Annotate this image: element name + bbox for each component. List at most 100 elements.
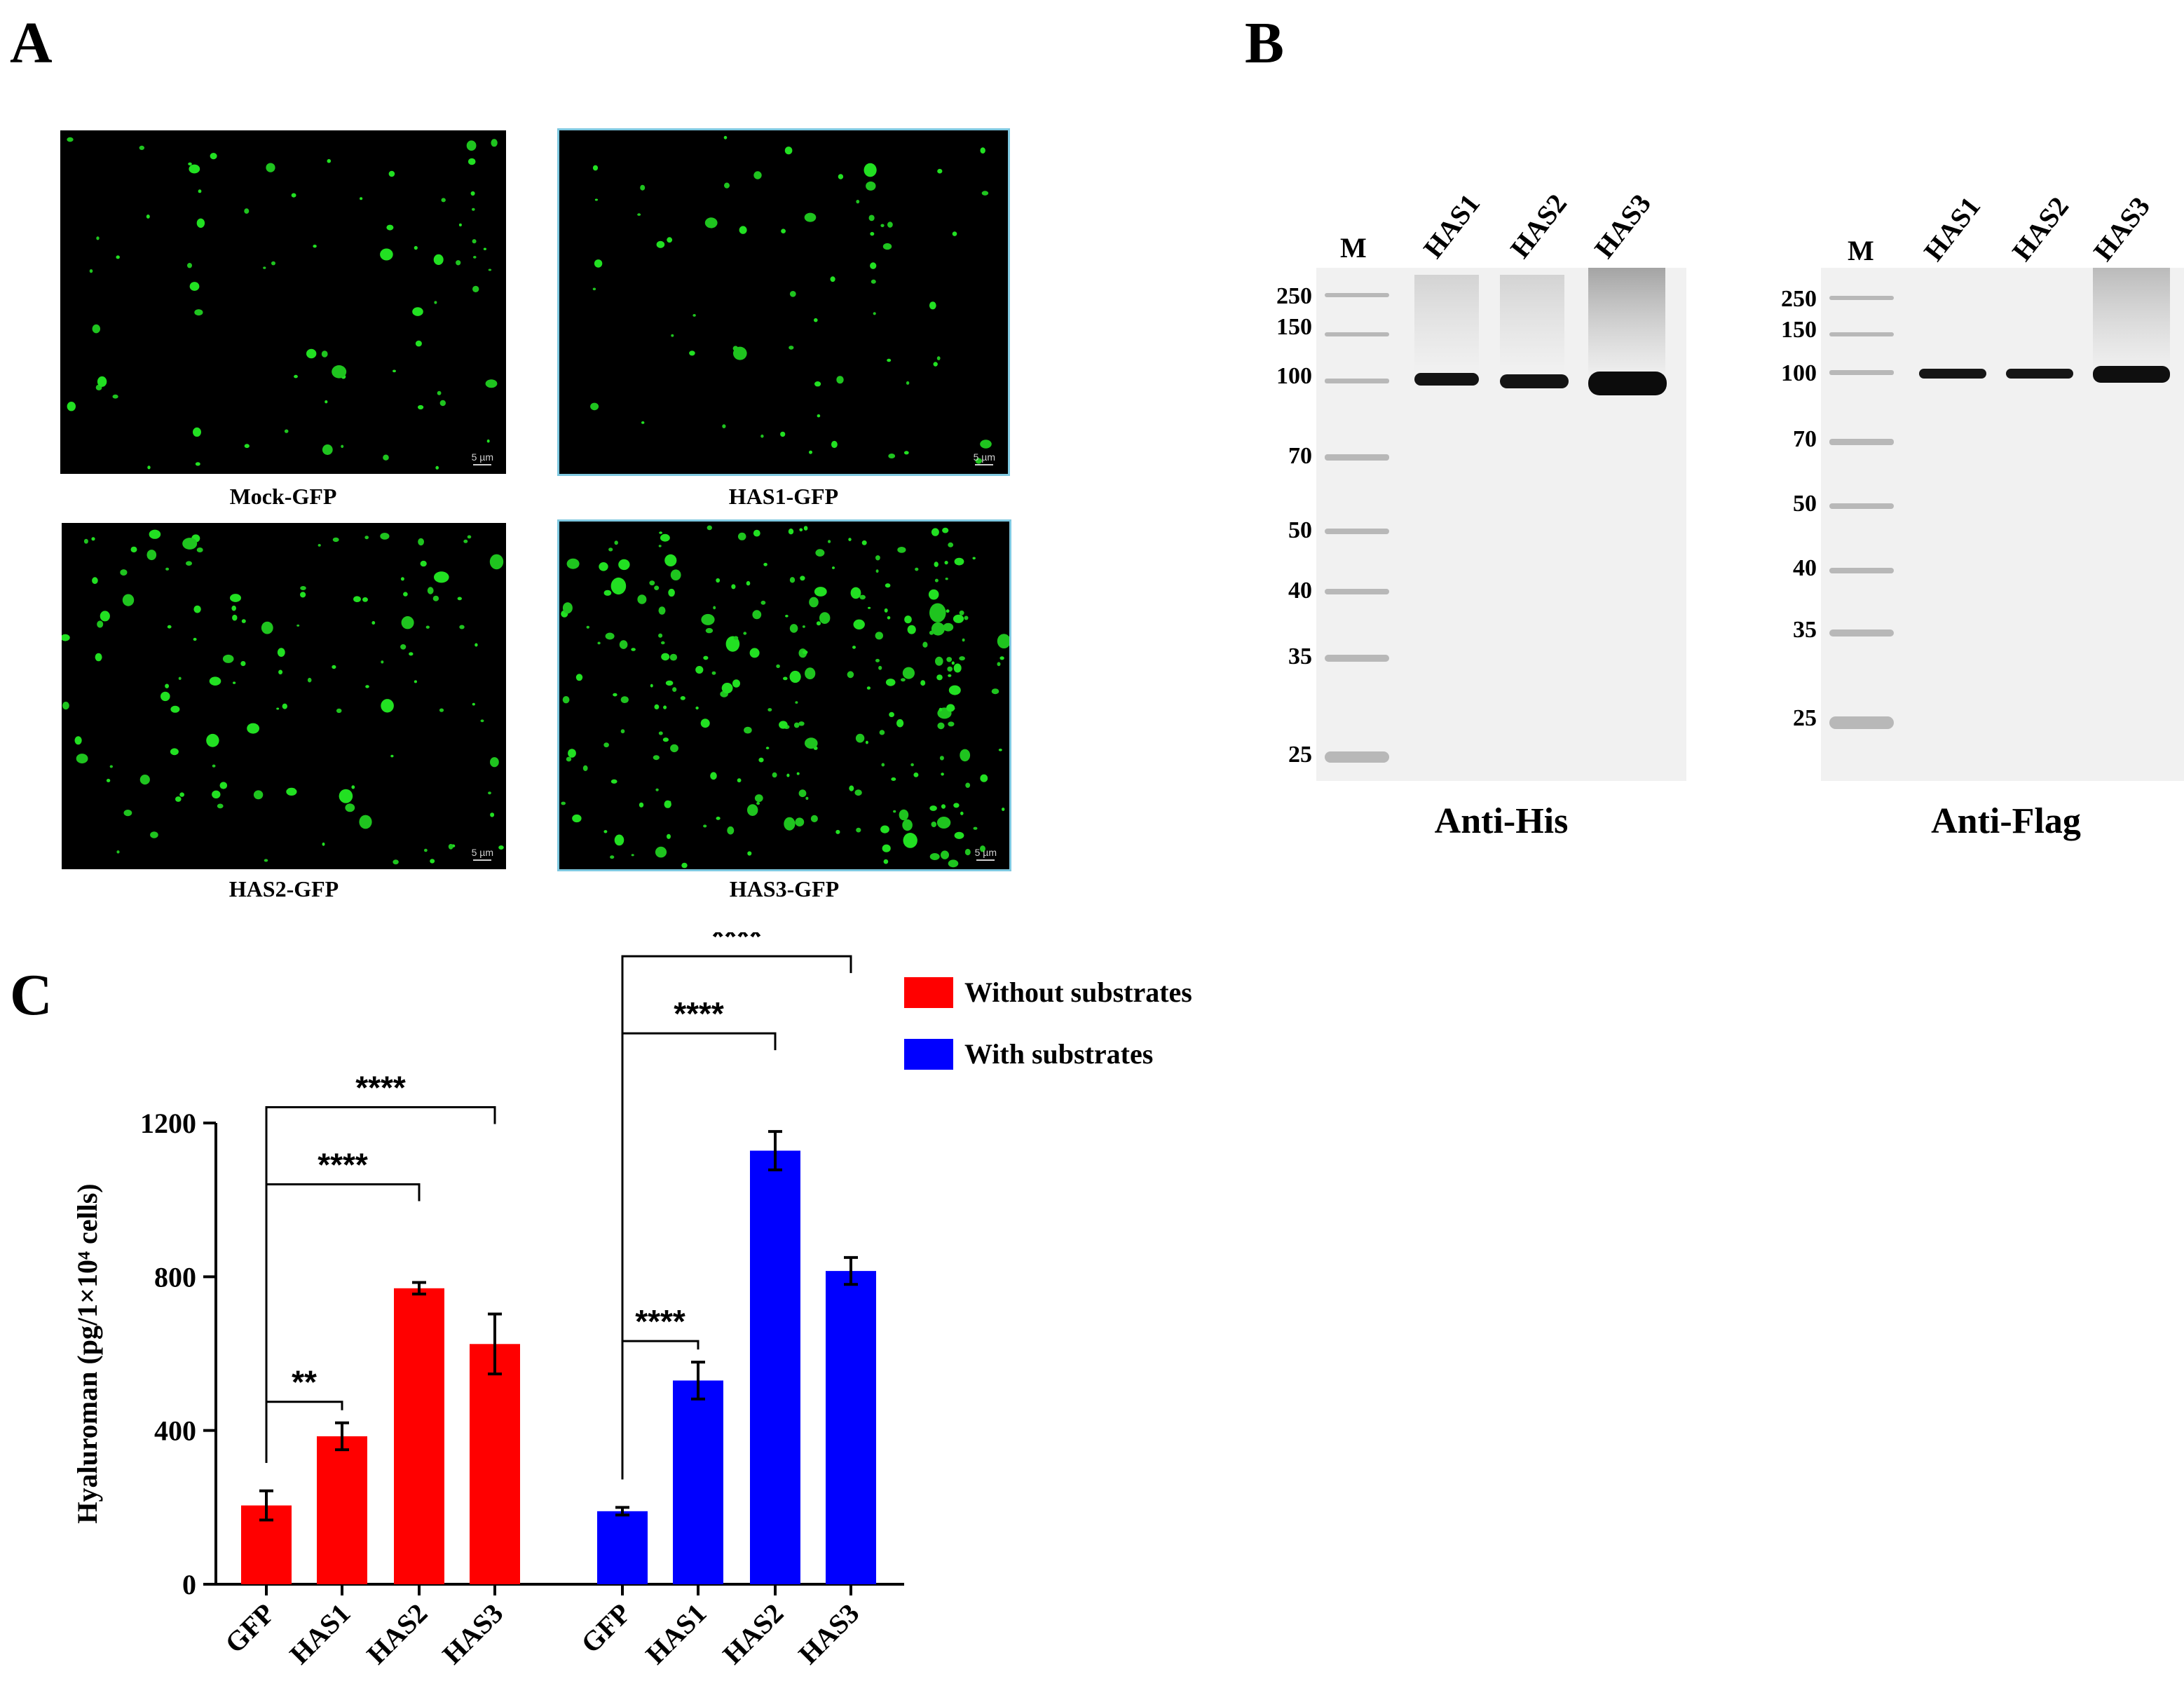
gfp-cell: [959, 656, 965, 661]
gfp-cell: [566, 558, 580, 569]
band-has2: [2006, 369, 2073, 379]
y-tick-label: 800: [154, 1261, 196, 1293]
gfp-cell: [859, 594, 866, 600]
gfp-cell: [828, 540, 831, 543]
gfp-cell: [929, 301, 936, 310]
gfp-cell: [434, 571, 449, 583]
gfp-cell: [665, 680, 674, 686]
gfp-cell: [783, 676, 788, 681]
gfp-cell: [109, 765, 113, 768]
gfp-cell: [789, 670, 801, 683]
gfp-cell: [906, 381, 910, 385]
gfp-cell: [424, 848, 428, 852]
gfp-cell: [62, 702, 69, 710]
gfp-cell: [725, 636, 740, 652]
gfp-cell: [332, 365, 347, 379]
gfp-cell: [182, 538, 198, 550]
micrograph-has2-gfp: 5 µm: [62, 523, 506, 869]
mw-marker-150: 150: [1276, 314, 1312, 340]
significance-label: ****: [355, 1070, 406, 1106]
gfp-cell: [654, 585, 660, 590]
gfp-cell: [810, 815, 818, 822]
gfp-cell: [393, 859, 399, 865]
gfp-cell: [752, 610, 762, 620]
gfp-cell: [933, 362, 938, 367]
gfp-cell: [658, 633, 663, 638]
gfp-cell: [196, 218, 205, 228]
gfp-cell: [639, 802, 644, 808]
gfp-cell: [458, 223, 462, 226]
gfp-cell: [276, 707, 280, 710]
gfp-cell: [353, 596, 361, 602]
legend-with-substrates: With substrates: [904, 1037, 1153, 1070]
gfp-cell: [620, 729, 625, 734]
gfp-cell: [960, 749, 971, 762]
gfp-cell: [733, 636, 739, 640]
gfp-cell: [658, 606, 666, 615]
gfp-cell: [964, 615, 969, 620]
gfp-cell: [814, 381, 821, 387]
gfp-cell: [727, 826, 735, 835]
gfp-cell: [943, 622, 954, 632]
gfp-cell: [668, 801, 671, 803]
gfp-cell: [663, 705, 667, 709]
gfp-cell: [188, 162, 192, 165]
mw-marker-250: 250: [1781, 286, 1817, 312]
gfp-cell: [193, 427, 201, 437]
gfp-cell: [96, 236, 100, 240]
gfp-cell: [165, 683, 170, 688]
gfp-cell: [711, 671, 716, 675]
gfp-cell: [95, 653, 102, 662]
gfp-cell: [913, 772, 919, 777]
gfp-cell: [965, 782, 971, 788]
gfp-cell: [420, 560, 427, 567]
gfp-cell: [980, 774, 988, 782]
gfp-cell: [737, 532, 746, 540]
gfp-cell: [887, 222, 893, 228]
gfp-cell: [910, 763, 914, 767]
gfp-cell: [789, 577, 796, 583]
western-blot-anti-flag: [1821, 268, 2184, 781]
gfp-cell: [724, 182, 730, 189]
gfp-cell: [805, 737, 818, 749]
gfp-cell: [716, 817, 721, 820]
gfp-cell: [929, 630, 934, 635]
gfp-cell: [100, 611, 110, 622]
gfp-cell: [998, 749, 1002, 751]
gfp-cell: [197, 428, 200, 431]
gfp-cell: [960, 811, 964, 815]
gfp-cell: [112, 394, 118, 399]
gfp-cell: [948, 542, 954, 547]
gfp-cell: [147, 465, 151, 470]
gfp-cell: [193, 605, 201, 613]
gfp-cell: [817, 414, 821, 418]
gfp-cell: [847, 671, 854, 679]
x-tick-label: GFP: [219, 1598, 280, 1659]
gfp-cell: [649, 580, 655, 586]
gfp-cell: [760, 600, 766, 605]
gfp-cell: [721, 683, 733, 694]
gfp-cell: [122, 594, 135, 606]
gfp-cell: [744, 726, 752, 734]
gfp-cell: [941, 772, 944, 776]
gfp-cell: [490, 812, 495, 817]
mw-marker-40: 40: [1288, 578, 1312, 604]
x-tick-label: HAS1: [283, 1598, 356, 1670]
gfp-cell: [878, 665, 882, 670]
gfp-cell: [670, 744, 678, 753]
hyaluronan-bar-chart: 0 400 800 1200 Hyaluroman (pg/1×10⁴ cells) GF…: [71, 932, 904, 1670]
mw-marker-250: 250: [1276, 283, 1312, 309]
gfp-cell: [488, 791, 491, 795]
gfp-cell: [592, 165, 599, 171]
gfp-cell: [568, 749, 576, 758]
bar: [394, 1288, 444, 1584]
gfp-cell: [763, 562, 767, 566]
gfp-cell: [710, 772, 717, 780]
gfp-cell: [575, 674, 583, 681]
blot-caption-anti-flag: Anti-Flag: [1931, 801, 2081, 841]
gfp-cell: [393, 369, 396, 373]
gfp-cell: [854, 789, 862, 796]
gfp-cell: [964, 848, 971, 856]
gfp-cell: [240, 661, 246, 667]
gfp-cell: [942, 527, 949, 533]
